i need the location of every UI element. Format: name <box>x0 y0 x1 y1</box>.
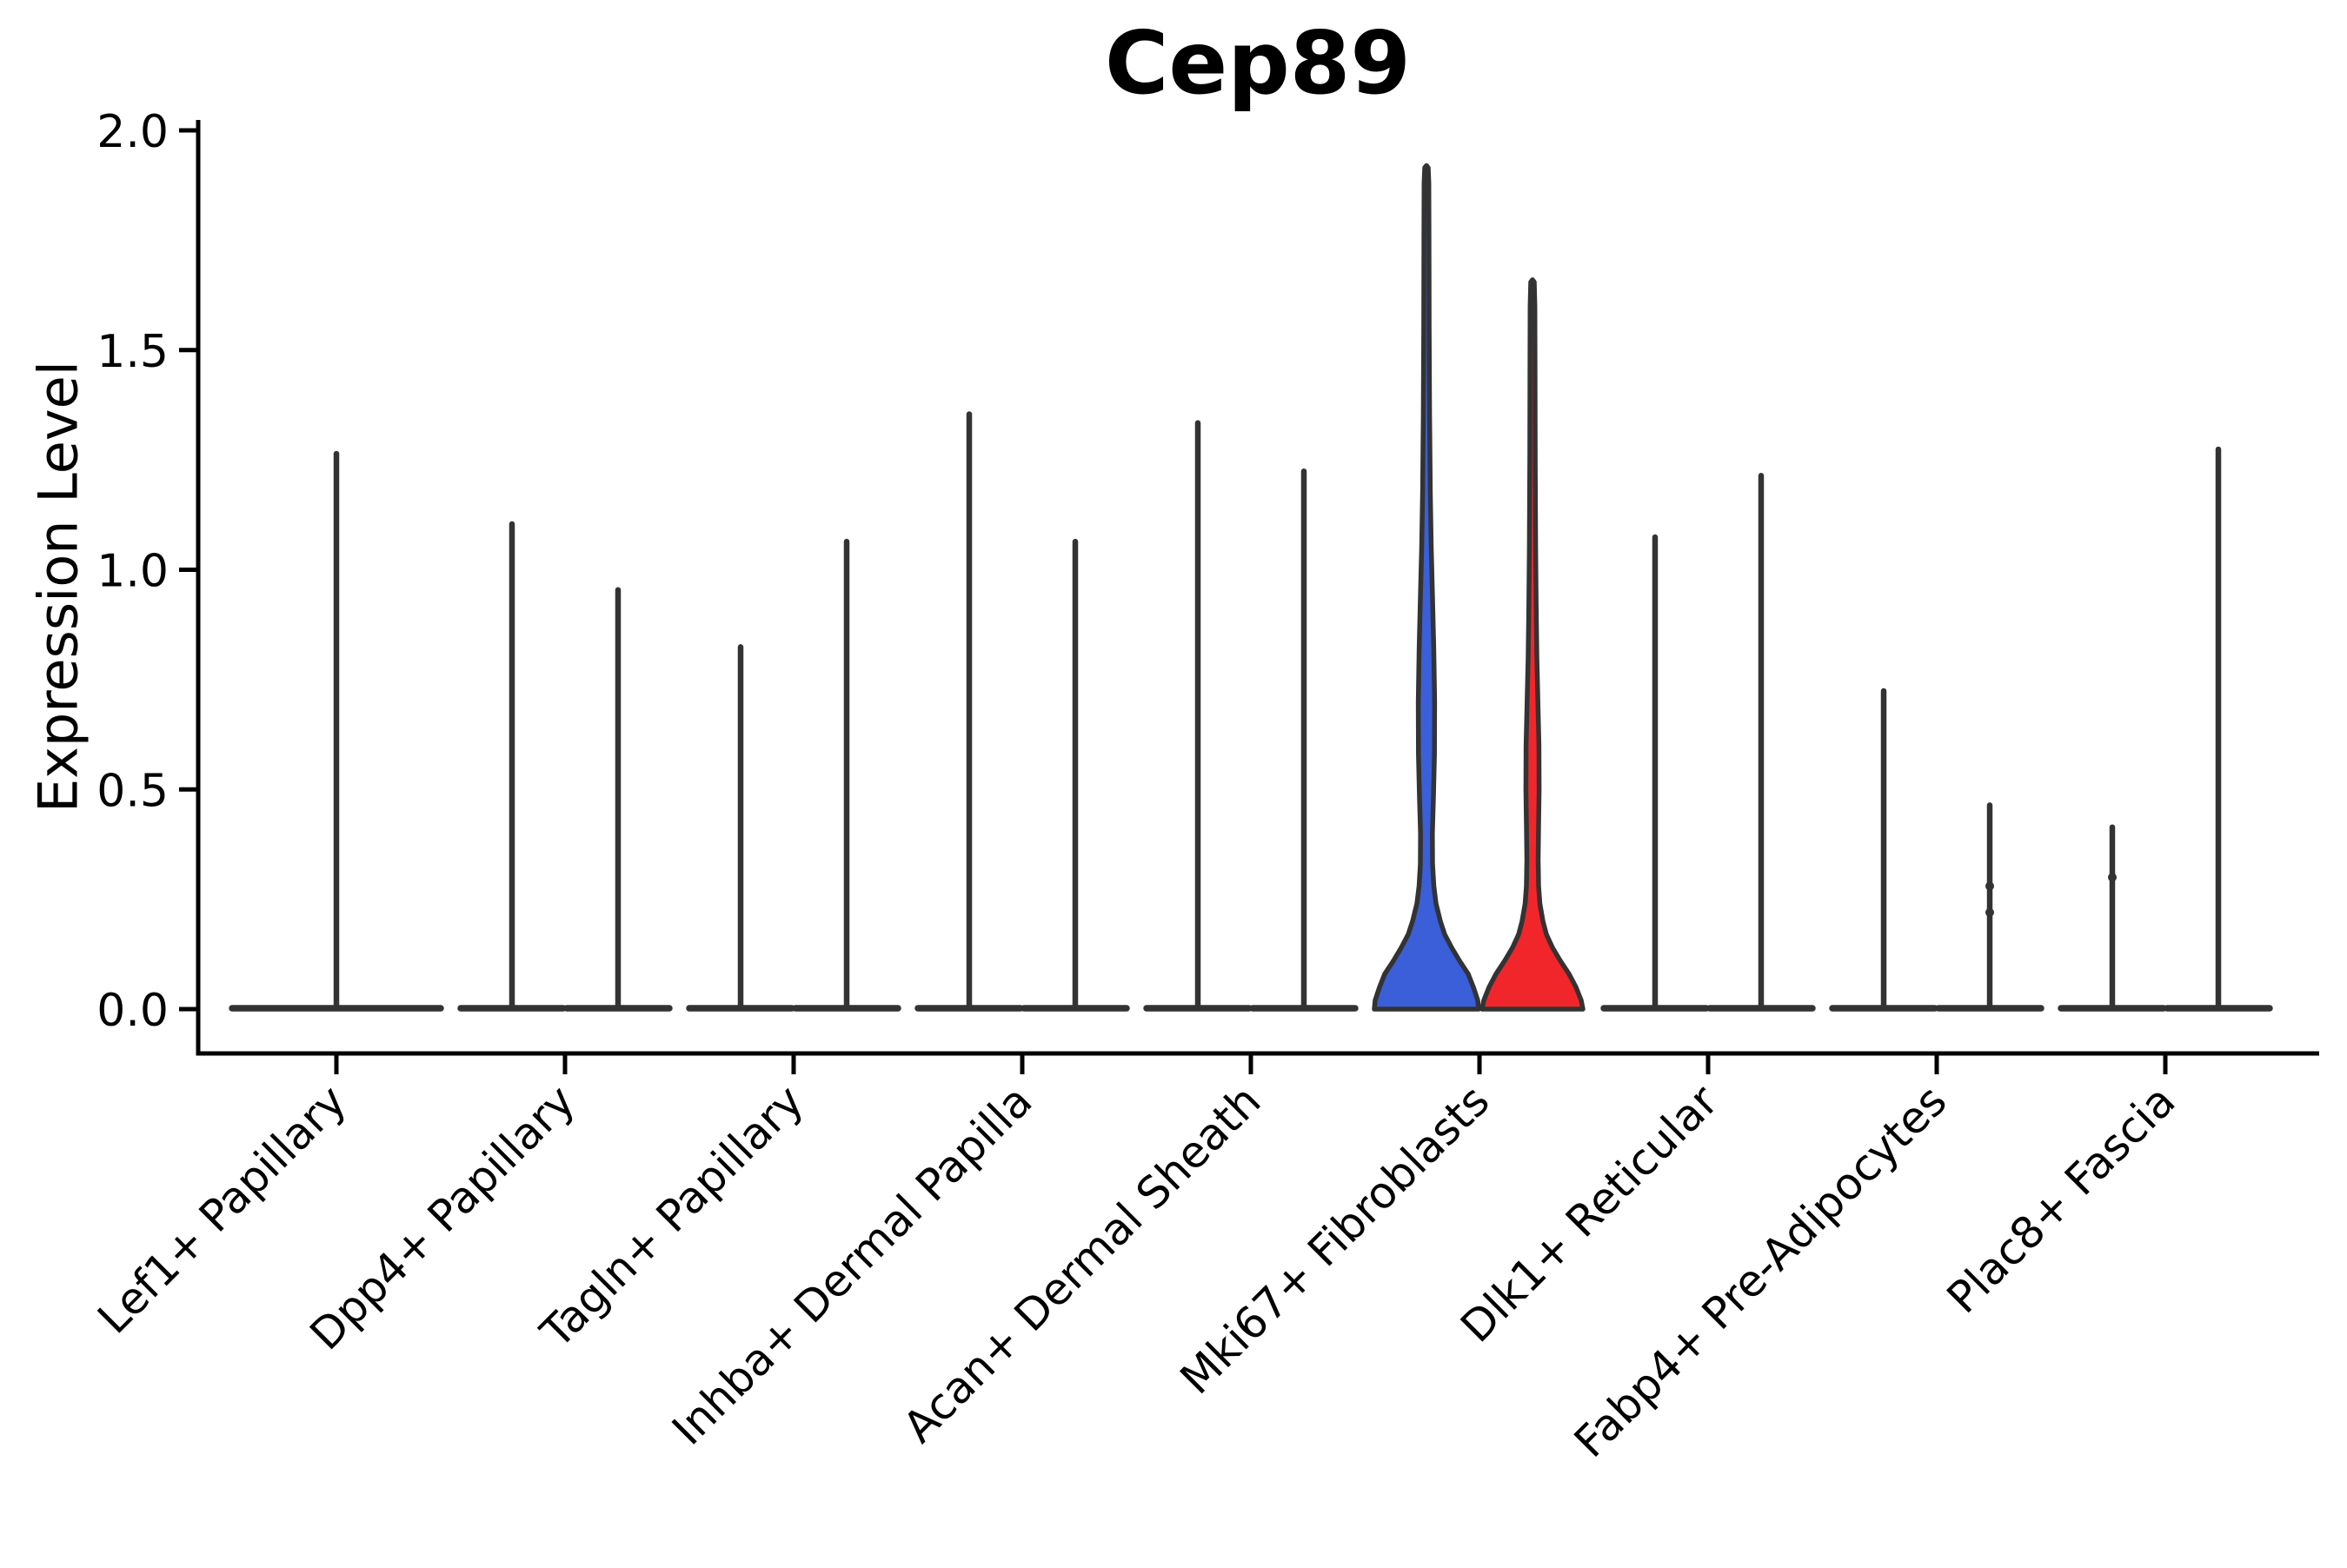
violin-point-plac8-fascia-left <box>2108 873 2117 882</box>
y-tick-label: 0.0 <box>96 985 169 1037</box>
y-tick-label: 1.5 <box>96 326 169 378</box>
y-tick-label: 2.0 <box>96 106 169 158</box>
y-axis-title: Expression Level <box>27 361 90 813</box>
x-axis-category-label: Fabp4+ Pre-Adipocytes <box>1565 1075 1957 1467</box>
violin-body-mki67-fibroblasts-right <box>1479 277 1586 1012</box>
violin-body-mki67-fibroblasts-left <box>1372 163 1481 1012</box>
chart-title: Cep89 <box>1105 12 1411 114</box>
x-axis-category-label: Lef1+ Papillary <box>88 1075 356 1343</box>
y-tick-label: 0.5 <box>96 765 169 817</box>
y-tick-label: 1.0 <box>96 546 169 598</box>
violin-point-fabp4-pre-adipocytes-right <box>1985 907 1994 917</box>
violin-point-fabp4-pre-adipocytes-right <box>1985 881 1994 891</box>
x-axis-category-label: Plac8+ Fascia <box>1938 1075 2185 1323</box>
